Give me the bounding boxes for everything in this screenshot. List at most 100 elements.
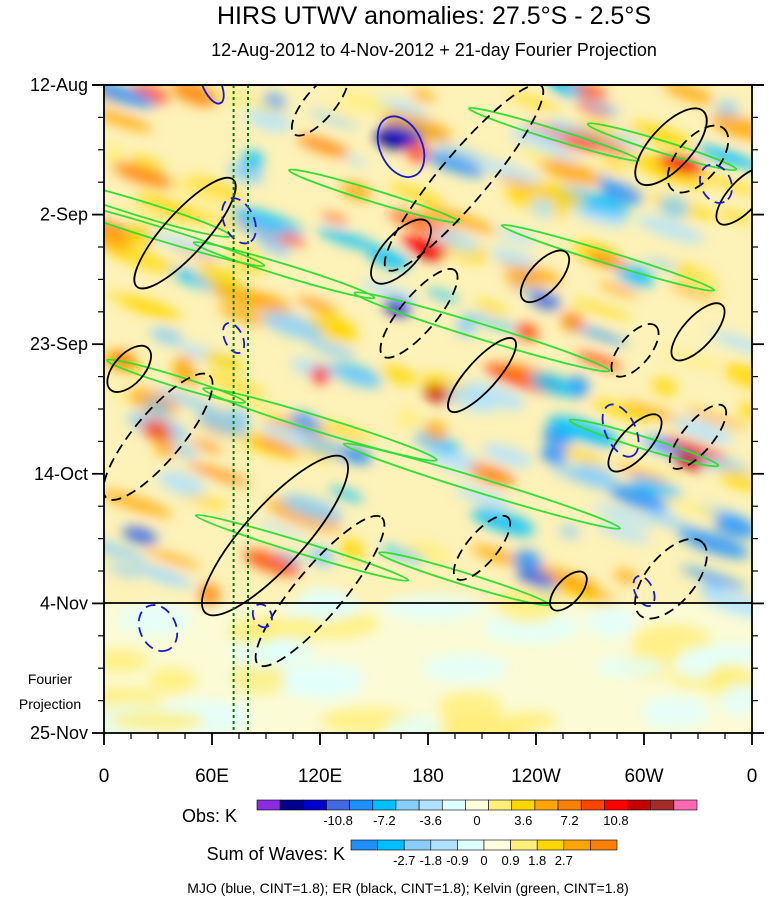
anomaly-blob [144, 400, 172, 413]
anomaly-blob [690, 356, 719, 370]
anomaly-blob [197, 583, 221, 606]
anomaly-blob [718, 468, 752, 491]
anomaly-blob [723, 363, 752, 390]
anomaly-blob [313, 421, 374, 444]
kelvin-contour [288, 168, 460, 224]
er-contour-solid [519, 249, 571, 304]
anomaly-blob [662, 436, 728, 460]
kelvin-contour [202, 387, 438, 462]
colorbar-swatch [580, 799, 605, 811]
anomaly-blob [255, 520, 310, 539]
obs-colorbar: -10.8 -7.2 -3.6 0 3.6 7.2 10.8 [256, 799, 698, 828]
colorbar-swatch [256, 799, 281, 811]
forecast-blob [119, 604, 191, 636]
er-contour-dashed [104, 372, 214, 501]
anomaly-blob [609, 484, 668, 512]
anomaly-blob [360, 280, 419, 304]
er-contour-solid [670, 302, 726, 362]
anomaly-blob [490, 247, 536, 268]
colorbar-label: -2.7 [393, 853, 415, 868]
anomaly-blob [104, 145, 124, 165]
anomaly-blob [694, 270, 720, 281]
colorbar-label: -7.2 [373, 813, 395, 828]
anomaly-blob [308, 339, 356, 359]
anomaly-blob [316, 227, 379, 251]
colorbar-label: -1.8 [420, 853, 442, 868]
colorbar-label: 7.2 [561, 813, 579, 828]
kelvin-contour [468, 106, 640, 162]
anomaly-blob [568, 202, 628, 228]
colorbar-swatch [457, 839, 485, 851]
forecast-blob [496, 587, 561, 624]
anomaly-blob [339, 92, 395, 115]
mjo-contour-dashed [601, 403, 640, 458]
anomaly-blob [674, 264, 717, 284]
anomaly-blob [145, 549, 201, 569]
colorbar-label: -3.6 [419, 813, 441, 828]
anomaly-blob [141, 419, 173, 441]
anomaly-blob [158, 177, 229, 204]
colorbar-swatch [350, 839, 378, 851]
colorbar-label: 2.7 [555, 853, 573, 868]
anomaly-blob [587, 253, 629, 269]
x-tick-label: 120E [298, 766, 342, 787]
anomaly-blob [207, 389, 283, 418]
kelvin-contour [568, 418, 720, 468]
kelvin-contour [192, 241, 376, 300]
anomaly-blob [149, 231, 218, 257]
forecast-blob [104, 648, 150, 673]
anomaly-blob [432, 229, 480, 252]
anomaly-blob [659, 196, 689, 219]
mjo-contour-solid [376, 115, 426, 178]
colorbar-swatch [557, 799, 582, 811]
anomaly-blob [482, 443, 533, 468]
colorbar-swatch [326, 799, 350, 811]
anomaly-blob [423, 151, 485, 177]
anomaly-blob [470, 545, 526, 567]
anomaly-peak [656, 155, 704, 176]
chart-footer: MJO (blue, CINT=1.8); ER (black, CINT=1.… [187, 880, 629, 896]
anomaly-blob [104, 490, 173, 517]
anomaly-blob [217, 305, 270, 326]
anomaly-blob [636, 216, 705, 243]
anomaly-blob [652, 377, 677, 396]
anomaly-blob [150, 327, 184, 345]
anomaly-blob [209, 88, 286, 116]
anomaly-blob [471, 507, 535, 536]
anomaly-blob [158, 470, 206, 497]
anomaly-blob [249, 293, 292, 316]
anomaly-blob [612, 458, 685, 484]
colorbar-swatch [465, 799, 489, 811]
anomaly-blob [104, 538, 146, 562]
colorbar-swatch [511, 799, 536, 811]
anomaly-blob [663, 85, 715, 104]
er-contour-solid [447, 337, 517, 414]
anomaly-blob [154, 438, 177, 457]
colorbar-swatch [483, 839, 511, 851]
anomaly-blob [104, 224, 133, 251]
colorbar-swatch [418, 799, 443, 811]
anomaly-blob [468, 463, 516, 486]
anomaly-blob [111, 162, 174, 188]
er-contour-solid [634, 107, 708, 186]
anomaly-blob [572, 85, 608, 99]
anomaly-blob [668, 283, 718, 301]
anomaly-blob [600, 181, 643, 205]
reference-longitude-lines [232, 85, 249, 733]
anomaly-blob [474, 300, 509, 315]
anomaly-blob [694, 172, 752, 196]
er-contour-dashed [379, 268, 459, 359]
anomaly-blob [538, 157, 601, 186]
anomaly-peak [310, 366, 330, 384]
anomaly-blob [550, 586, 614, 608]
anomaly-blob [129, 154, 165, 169]
forecast-blob [385, 717, 445, 733]
anomaly-blob [559, 525, 580, 538]
y-tick-label: 14-Oct [34, 464, 88, 484]
anomaly-blob [196, 265, 239, 289]
er-contour-solid [201, 454, 349, 617]
colorbar-swatch [673, 799, 698, 811]
x-tick-label: 120W [511, 766, 561, 787]
y-tick-label: 23-Sep [30, 334, 88, 354]
anomaly-blob [684, 408, 747, 430]
